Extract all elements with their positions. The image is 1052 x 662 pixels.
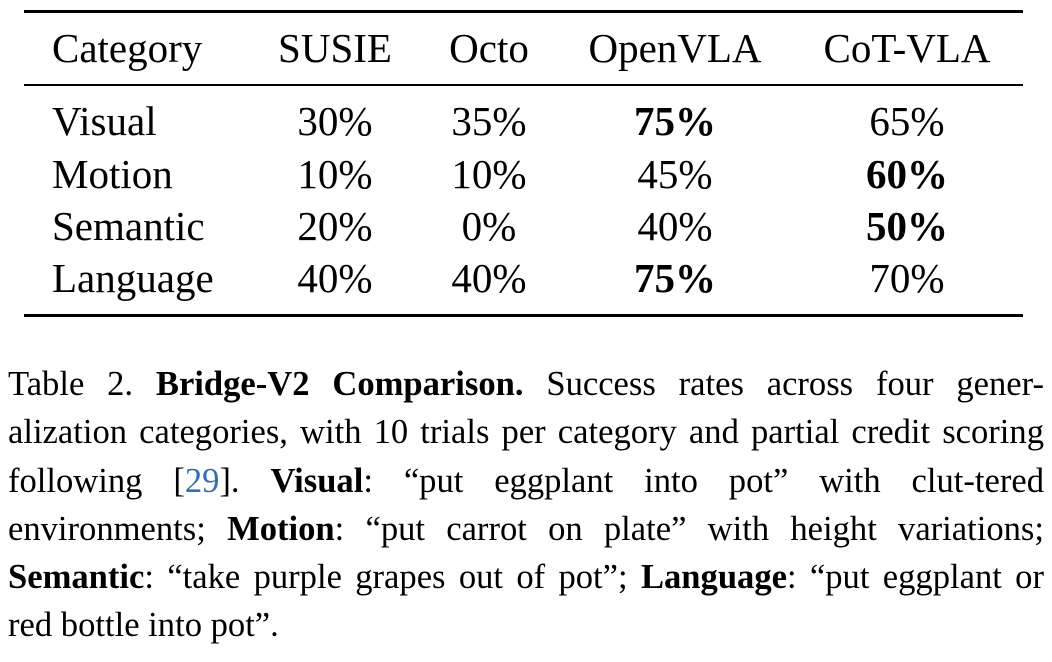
- cell-motion-openvla: 45%: [637, 151, 713, 197]
- term-motion: Motion: [227, 509, 335, 548]
- column-header-cot-vla: CoT-VLA: [823, 25, 991, 71]
- cell-motion-octo: 10%: [451, 151, 527, 197]
- caption-title: Bridge-V2 Comparison.: [155, 365, 524, 403]
- cell-visual-susie: 30%: [297, 98, 373, 144]
- cell-semantic-cot-vla: 50%: [866, 203, 948, 249]
- row-label-language: Language: [52, 255, 214, 301]
- cell-semantic-susie: 20%: [297, 203, 373, 249]
- caption-text: Success rates across four gener-alizatio…: [8, 365, 1044, 500]
- table-caption: Table 2. Bridge-V2 Comparison. Success r…: [8, 360, 1044, 650]
- cell-language-cot-vla: 70%: [869, 255, 945, 301]
- cell-visual-octo: 35%: [451, 98, 527, 144]
- column-header-openvla: OpenVLA: [588, 25, 762, 71]
- column-header-octo: Octo: [449, 25, 529, 71]
- term-visual: Visual: [270, 461, 364, 500]
- cell-language-openvla: 75%: [634, 255, 716, 301]
- table-top-rule: [24, 10, 1023, 13]
- term-semantic: Semantic: [8, 558, 145, 597]
- column-header-susie: SUSIE: [278, 25, 392, 71]
- cell-visual-cot-vla: 65%: [869, 98, 945, 144]
- caption-text: : “take purple grapes out of pot”;: [144, 558, 641, 597]
- cell-semantic-octo: 0%: [461, 203, 517, 249]
- row-label-motion: Motion: [52, 151, 173, 197]
- caption-label: Table 2.: [8, 365, 134, 403]
- table-header-rule: [24, 84, 1023, 86]
- caption-text: : “put eggplant into pot” with clut-tere…: [8, 461, 1044, 548]
- cell-visual-openvla: 75%: [634, 98, 716, 144]
- cell-language-octo: 40%: [451, 255, 527, 301]
- table-bottom-rule: [24, 314, 1023, 317]
- caption-text: ].: [219, 461, 271, 500]
- cell-language-susie: 40%: [297, 255, 373, 301]
- caption-text: : “put carrot on plate” with height vari…: [334, 509, 1044, 548]
- column-header-category: Category: [52, 25, 203, 71]
- row-label-visual: Visual: [52, 98, 157, 144]
- cell-semantic-openvla: 40%: [637, 203, 713, 249]
- term-language: Language: [640, 558, 787, 597]
- cell-motion-cot-vla: 60%: [866, 151, 948, 197]
- citation-link[interactable]: 29: [184, 461, 220, 500]
- caption-text: : “put eggplant or red bottle into pot”.: [8, 558, 1044, 645]
- cell-motion-susie: 10%: [297, 151, 373, 197]
- row-label-semantic: Semantic: [52, 203, 205, 249]
